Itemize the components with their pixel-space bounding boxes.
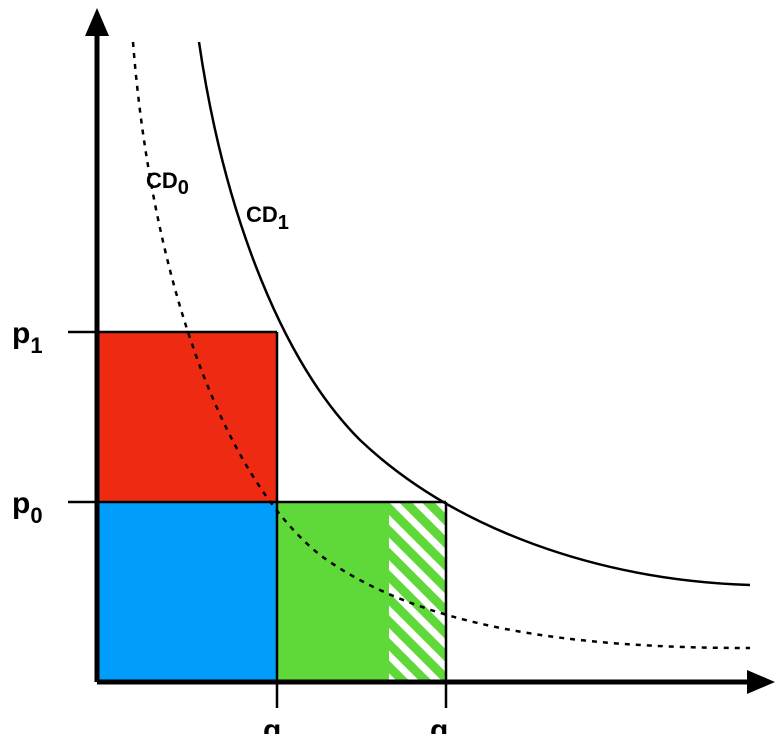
cd1-label-base: CD	[246, 202, 278, 227]
q0-label: q	[263, 714, 281, 734]
blue-rectangle	[97, 502, 277, 682]
cd0-label: CD0	[146, 168, 189, 199]
green-rectangle	[277, 502, 389, 682]
q1-label: q	[430, 714, 448, 734]
p1-label: p1	[12, 317, 43, 358]
p0-label-base: p	[12, 487, 30, 520]
cd1-curve	[197, 41, 751, 587]
cd0-label-sub: 0	[178, 177, 189, 199]
hatched-green-strip	[389, 502, 446, 682]
rectangle-outlines	[68, 330, 448, 708]
p0-label: p0	[12, 487, 43, 528]
p0-label-sub: 0	[30, 503, 42, 528]
cd0-label-base: CD	[146, 168, 178, 193]
cd1-label: CD1	[246, 202, 289, 234]
cd1-label-sub: 1	[278, 212, 289, 234]
red-rectangle	[97, 332, 277, 502]
x-axis-arrow-icon	[747, 670, 775, 694]
p1-label-sub: 1	[30, 333, 42, 358]
y-axis-arrow-icon	[85, 8, 109, 36]
p1-label-base: p	[12, 317, 30, 350]
